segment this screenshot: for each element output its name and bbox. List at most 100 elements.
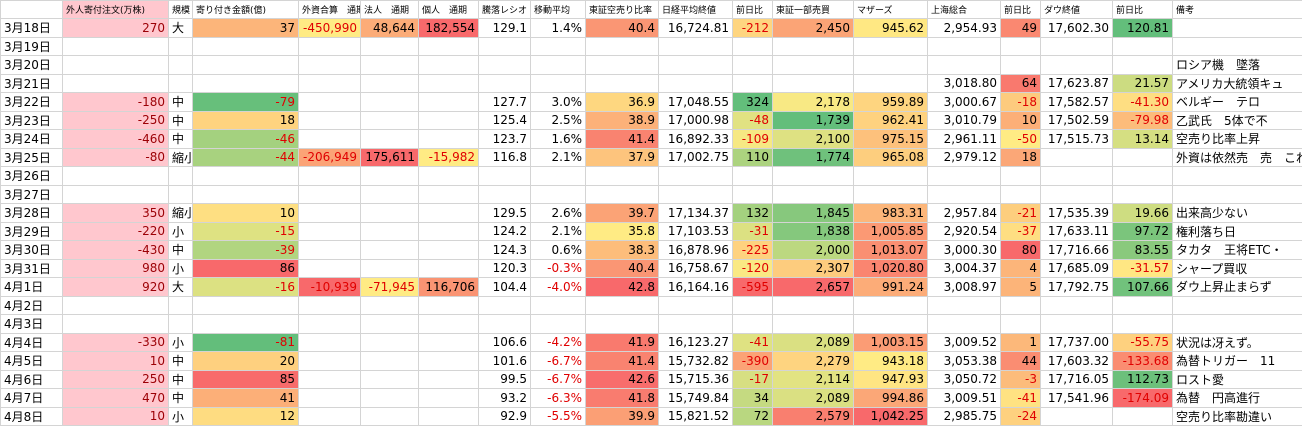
cell: 35.8: [585, 221, 659, 241]
cell: [1112, 55, 1173, 75]
cell: 945.62: [853, 18, 928, 38]
cell: [360, 203, 419, 223]
row: 3月21日 3,018.80 64 17,623.87 21.57 アメリカ大統領キュ: [0, 73, 1302, 93]
cell: [360, 110, 419, 130]
cell: -250: [62, 110, 169, 130]
row: 3月18日 270 大 37 -450,990 48,644 182,554 129.1 1.4…: [0, 18, 1302, 38]
cell: [360, 36, 419, 56]
cell: [1112, 36, 1173, 56]
cell: [1172, 295, 1302, 315]
cell: [298, 258, 361, 278]
cell: 4月6日: [0, 369, 63, 389]
cell: [1040, 184, 1113, 204]
cell: 3,010.79: [927, 110, 1001, 130]
cell: 中: [168, 369, 193, 389]
cell: 1.4%: [530, 18, 586, 38]
cell: [168, 73, 193, 93]
cell: 92.9: [478, 406, 531, 426]
cell: 空売り比率上昇: [1172, 129, 1302, 149]
cell: [478, 295, 531, 315]
cell: 3月31日: [0, 258, 63, 278]
cell: 2,657: [772, 277, 854, 297]
cell: 93.2: [478, 388, 531, 408]
cell: 17,716.05: [1040, 369, 1113, 389]
cell: [732, 314, 773, 334]
row: 3月19日: [0, 36, 1302, 56]
cell: 3,018.80: [927, 73, 1001, 93]
cell: [360, 406, 419, 426]
cell: [298, 73, 361, 93]
cell: [732, 295, 773, 315]
cell: 17,502.59: [1040, 110, 1113, 130]
header-cell: 騰落レシオ: [478, 0, 531, 19]
cell: -430: [62, 240, 169, 260]
cell: 120.3: [478, 258, 531, 278]
cell: 920: [62, 277, 169, 297]
cell: 2,089: [772, 332, 854, 352]
cell: 72: [732, 406, 773, 426]
cell: 132: [732, 203, 773, 223]
cell: 41.4: [585, 129, 659, 149]
cell: [1112, 166, 1173, 186]
cell: [1040, 147, 1113, 167]
header-cell: 法人 通期: [360, 0, 419, 19]
cell: -6.7%: [530, 369, 586, 389]
cell: 41.9: [585, 332, 659, 352]
cell: [360, 184, 419, 204]
cell: 縮小: [168, 147, 193, 167]
cell: [418, 73, 479, 93]
cell: [1112, 406, 1173, 426]
cell: [298, 295, 361, 315]
row: 4月4日 -330 小 -81 106.6 -4.2% 41.9 16,123.27 -41 2,…: [0, 332, 1302, 352]
cell: [168, 166, 193, 186]
cell: 48,644: [360, 18, 419, 38]
row: 4月8日 10 小 12 92.9 -5.5% 39.9 15,821.52 72 2,579 1,…: [0, 406, 1302, 426]
cell: [62, 314, 169, 334]
cell: [360, 73, 419, 93]
cell: [360, 129, 419, 149]
cell: 2,307: [772, 258, 854, 278]
cell: 4月8日: [0, 406, 63, 426]
cell: 129.1: [478, 18, 531, 38]
cell: 1,013.07: [853, 240, 928, 260]
cell: 250: [62, 369, 169, 389]
cell: 17,716.66: [1040, 240, 1113, 260]
cell: [418, 369, 479, 389]
header-cell: 上海総合: [927, 0, 1001, 19]
cell: 127.7: [478, 92, 531, 112]
cell: [418, 240, 479, 260]
cell: 1,005.85: [853, 221, 928, 241]
cell: [298, 369, 361, 389]
cell: 3月30日: [0, 240, 63, 260]
cell: [168, 314, 193, 334]
header-row: 外人寄付注文(万株) 規模 寄り付き金額(億) 外資合算 通期 法人 通期 個人 通期 騰落…: [0, 0, 1302, 19]
cell: [360, 221, 419, 241]
cell: 350: [62, 203, 169, 223]
header-cell: 移動平均: [530, 0, 586, 19]
cell: 3,009.52: [927, 332, 1001, 352]
cell: [585, 166, 659, 186]
cell: -206,949: [298, 147, 361, 167]
cell: 324: [732, 92, 773, 112]
cell: [298, 36, 361, 56]
cell: [62, 166, 169, 186]
cell: [927, 166, 1001, 186]
cell: -330: [62, 332, 169, 352]
cell: [62, 55, 169, 75]
cell: 3,050.72: [927, 369, 1001, 389]
cell: [1112, 184, 1173, 204]
cell: [772, 166, 854, 186]
cell: 17,048.55: [658, 92, 733, 112]
cell: -41.30: [1112, 92, 1173, 112]
cell: 3,000.30: [927, 240, 1001, 260]
cell: [1040, 166, 1113, 186]
cell: 80: [1000, 240, 1041, 260]
cell: 943.18: [853, 351, 928, 371]
cell: -220: [62, 221, 169, 241]
cell: [1040, 406, 1113, 426]
cell: [1172, 18, 1302, 38]
cell: 大: [168, 277, 193, 297]
cell: 17,602.30: [1040, 18, 1113, 38]
cell: -390: [732, 351, 773, 371]
cell: 16,123.27: [658, 332, 733, 352]
